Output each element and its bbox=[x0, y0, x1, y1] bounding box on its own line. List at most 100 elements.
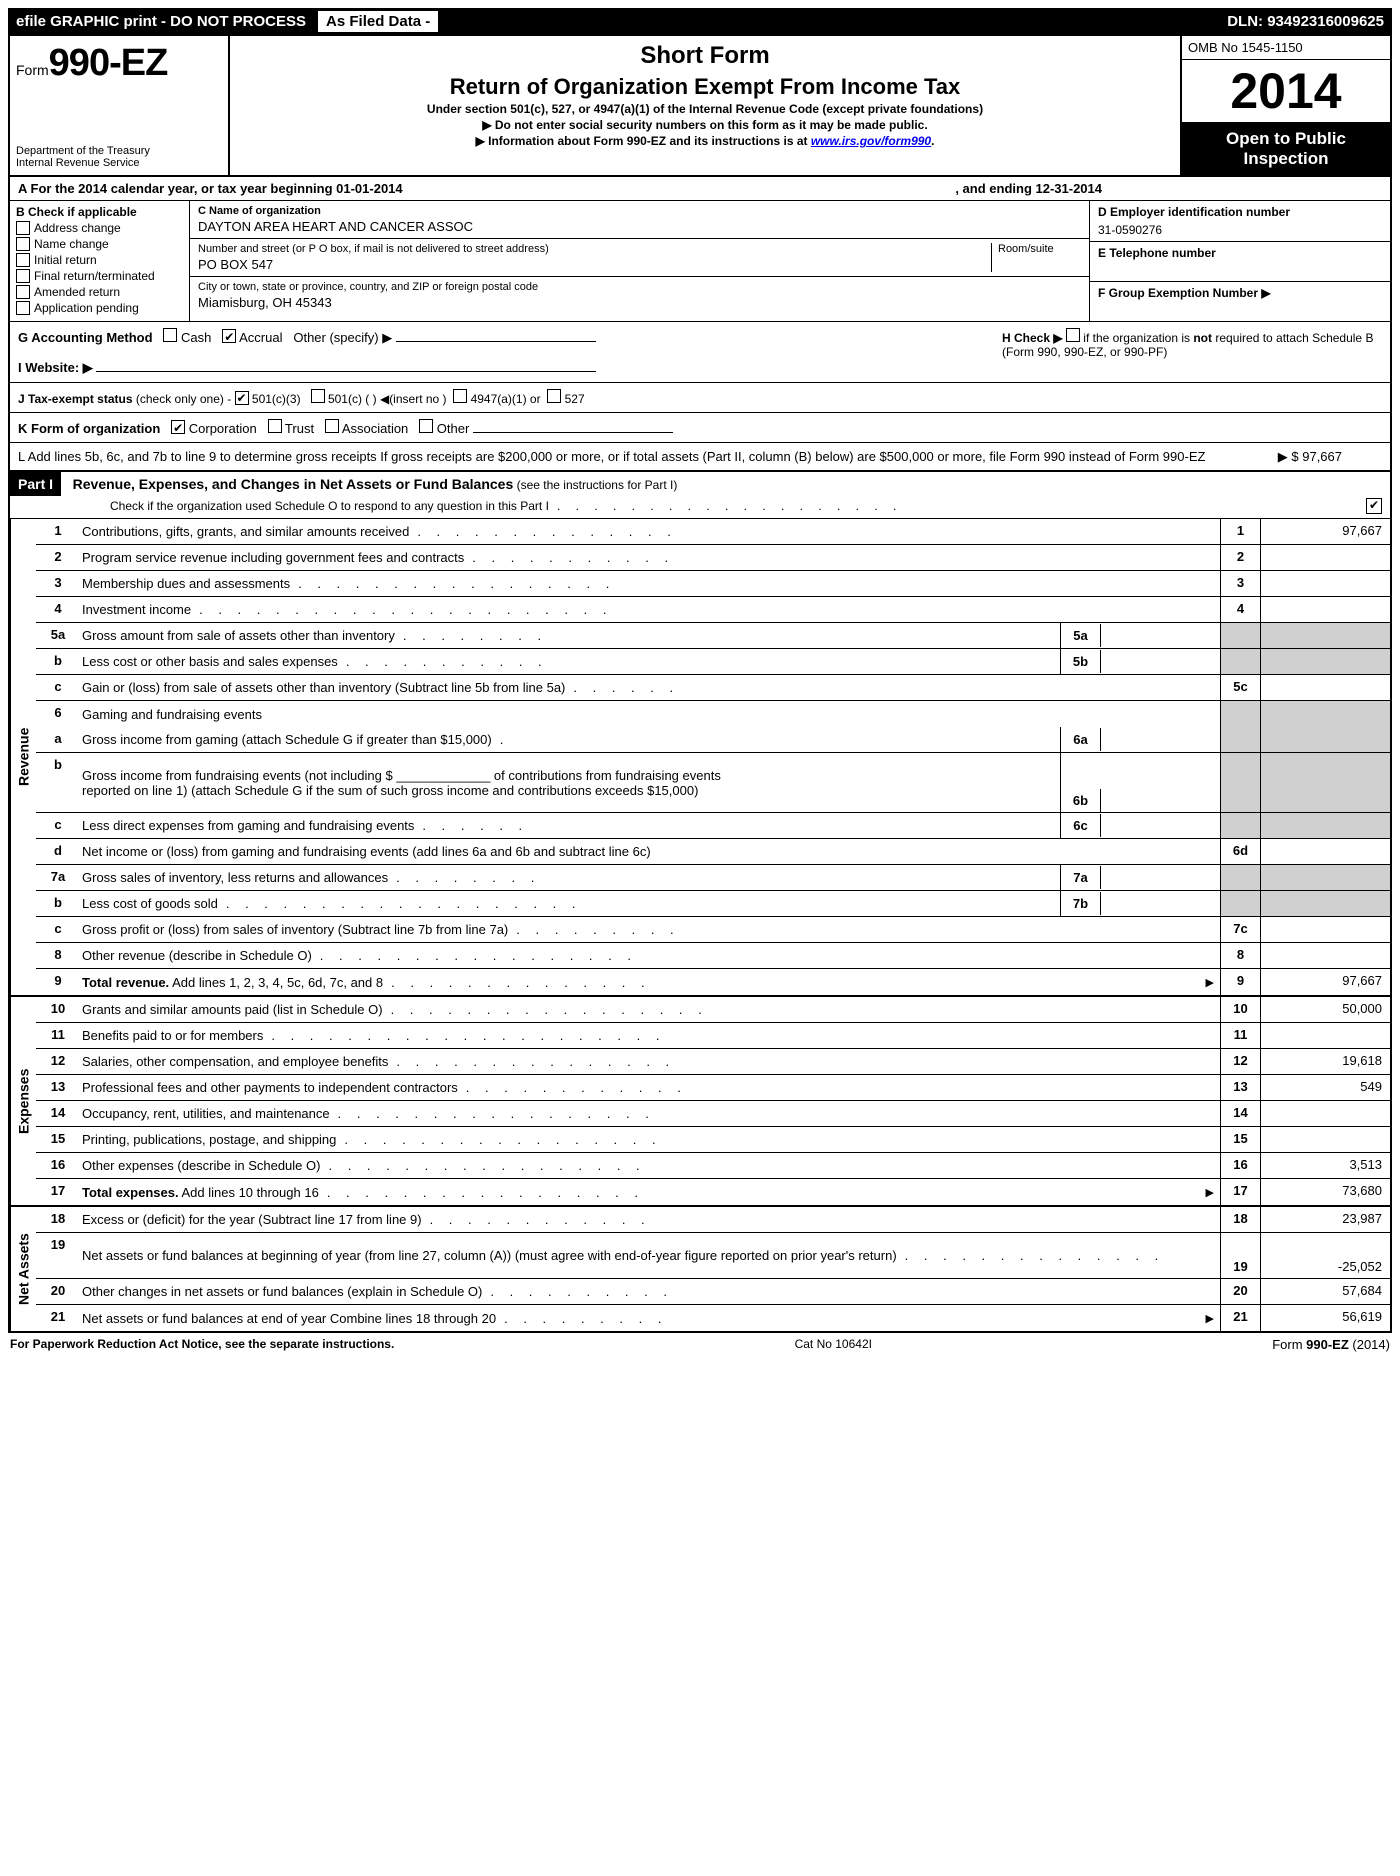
chk-4947[interactable] bbox=[453, 389, 467, 403]
row-a: A For the 2014 calendar year, or tax yea… bbox=[10, 177, 1390, 201]
other-blank bbox=[396, 330, 596, 342]
open2: Inspection bbox=[1186, 149, 1386, 169]
chk-trust[interactable] bbox=[268, 419, 282, 433]
colb-head: B Check if applicable bbox=[16, 205, 183, 219]
line-4: 4Investment income. . . . . . . . . . . … bbox=[36, 597, 1390, 623]
line-12: 12Salaries, other compensation, and empl… bbox=[36, 1049, 1390, 1075]
col-b: B Check if applicable Address change Nam… bbox=[10, 201, 190, 321]
side-netassets: Net Assets bbox=[10, 1207, 36, 1331]
dept1: Department of the Treasury bbox=[16, 145, 222, 157]
line-6b: bGross income from fundraising events (n… bbox=[36, 753, 1390, 813]
expenses-block: Expenses 10Grants and similar amounts pa… bbox=[10, 997, 1390, 1207]
sec-k: K Form of organization Corporation Trust… bbox=[10, 413, 1390, 443]
chk-address-change[interactable]: Address change bbox=[16, 221, 183, 235]
chk-app-pending[interactable]: Application pending bbox=[16, 301, 183, 315]
chk-amended[interactable]: Amended return bbox=[16, 285, 183, 299]
c-lbl: C Name of organization bbox=[198, 205, 321, 217]
header-right: OMB No 1545-1150 2014 Open to Public Ins… bbox=[1180, 36, 1390, 175]
rowa-begin: 01-01-2014 bbox=[336, 181, 403, 196]
sec-j: J Tax-exempt status (check only one) - 5… bbox=[10, 383, 1390, 413]
j-lbl: J Tax-exempt status bbox=[18, 392, 133, 406]
col-d: D Employer identification number 31-0590… bbox=[1090, 201, 1390, 321]
short-form: Short Form bbox=[242, 42, 1168, 70]
line-6c: cLess direct expenses from gaming and fu… bbox=[36, 813, 1390, 839]
cell-org-name: C Name of organization DAYTON AREA HEART… bbox=[190, 201, 1089, 239]
street-lbl: Number and street (or P O box, if mail i… bbox=[198, 243, 991, 255]
note2: ▶ Information about Form 990-EZ and its … bbox=[242, 134, 1168, 148]
revenue-lines: 1Contributions, gifts, grants, and simil… bbox=[36, 519, 1390, 995]
room-lbl: Room/suite bbox=[998, 243, 1081, 255]
col-c: C Name of organization DAYTON AREA HEART… bbox=[190, 201, 1090, 321]
d-lbl: D Employer identification number bbox=[1098, 205, 1290, 219]
line-19: 19Net assets or fund balances at beginni… bbox=[36, 1233, 1390, 1279]
chk-h[interactable] bbox=[1066, 328, 1080, 342]
l-txt: L Add lines 5b, 6c, and 7b to line 9 to … bbox=[18, 449, 1205, 464]
k-o2: Trust bbox=[285, 421, 314, 436]
note2-post: . bbox=[931, 134, 934, 148]
line-17: 17Total expenses. Add lines 10 through 1… bbox=[36, 1179, 1390, 1205]
line-6a: aGross income from gaming (attach Schedu… bbox=[36, 727, 1390, 753]
irs-link[interactable]: www.irs.gov/form990 bbox=[811, 134, 931, 148]
line-3: 3Membership dues and assessments. . . . … bbox=[36, 571, 1390, 597]
open1: Open to Public bbox=[1186, 129, 1386, 149]
line-18: 18Excess or (deficit) for the year (Subt… bbox=[36, 1207, 1390, 1233]
line-5c: cGain or (loss) from sale of assets othe… bbox=[36, 675, 1390, 701]
line-7c: cGross profit or (loss) from sales of in… bbox=[36, 917, 1390, 943]
line-11: 11Benefits paid to or for members. . . .… bbox=[36, 1023, 1390, 1049]
line-2: 2Program service revenue including gover… bbox=[36, 545, 1390, 571]
header-row: Form990-EZ Department of the Treasury In… bbox=[10, 36, 1390, 177]
cash-lbl: Cash bbox=[181, 330, 211, 345]
chk-assoc[interactable] bbox=[325, 419, 339, 433]
cell-ein: D Employer identification number 31-0590… bbox=[1090, 201, 1390, 242]
line-7a: 7aGross sales of inventory, less returns… bbox=[36, 865, 1390, 891]
footer-mid: Cat No 10642I bbox=[795, 1337, 872, 1352]
header-center: Short Form Return of Organization Exempt… bbox=[230, 36, 1180, 175]
chk-schedO[interactable] bbox=[1366, 498, 1382, 514]
netassets-block: Net Assets 18Excess or (deficit) for the… bbox=[10, 1207, 1390, 1331]
sec-g: G Accounting Method Cash Accrual Other (… bbox=[18, 328, 1002, 376]
street-val: PO BOX 547 bbox=[198, 257, 991, 272]
note2-pre: ▶ Information about Form 990-EZ and its … bbox=[476, 134, 811, 148]
h-not: not bbox=[1193, 331, 1212, 345]
ein-val: 31-0590276 bbox=[1098, 223, 1382, 237]
footer: For Paperwork Reduction Act Notice, see … bbox=[8, 1333, 1392, 1356]
line-16: 16Other expenses (describe in Schedule O… bbox=[36, 1153, 1390, 1179]
chk-initial-return[interactable]: Initial return bbox=[16, 253, 183, 267]
other-lbl: Other (specify) ▶ bbox=[293, 330, 392, 345]
k-o1: Corporation bbox=[189, 421, 257, 436]
chk-cash[interactable] bbox=[163, 328, 177, 342]
line-13: 13Professional fees and other payments t… bbox=[36, 1075, 1390, 1101]
line-20: 20Other changes in net assets or fund ba… bbox=[36, 1279, 1390, 1305]
website-blank bbox=[96, 360, 596, 372]
form-subtitle: Under section 501(c), 527, or 4947(a)(1)… bbox=[242, 102, 1168, 116]
header-left: Form990-EZ Department of the Treasury In… bbox=[10, 36, 230, 175]
accrual-lbl: Accrual bbox=[239, 330, 282, 345]
footer-left: For Paperwork Reduction Act Notice, see … bbox=[10, 1337, 394, 1352]
dept2: Internal Revenue Service bbox=[16, 157, 222, 169]
topbar-mid: As Filed Data - bbox=[318, 11, 438, 32]
k-o3: Association bbox=[342, 421, 408, 436]
chk-527[interactable] bbox=[547, 389, 561, 403]
h-txt: if the organization is bbox=[1083, 331, 1193, 345]
g-lbl: G Accounting Method bbox=[18, 330, 153, 345]
chk-name-change[interactable]: Name change bbox=[16, 237, 183, 251]
chk-501c[interactable] bbox=[311, 389, 325, 403]
org-name: DAYTON AREA HEART AND CANCER ASSOC bbox=[198, 219, 1081, 234]
form-number: Form990-EZ bbox=[16, 42, 222, 85]
rowa-pre: A For the 2014 calendar year, or tax yea… bbox=[18, 181, 336, 196]
j-o4: 527 bbox=[565, 392, 585, 406]
line-5a: 5aGross amount from sale of assets other… bbox=[36, 623, 1390, 649]
j-sub: (check only one) - bbox=[136, 392, 231, 406]
form-title: Return of Organization Exempt From Incom… bbox=[242, 74, 1168, 100]
line-8: 8Other revenue (describe in Schedule O).… bbox=[36, 943, 1390, 969]
expenses-lines: 10Grants and similar amounts paid (list … bbox=[36, 997, 1390, 1205]
chk-corp[interactable] bbox=[171, 420, 185, 434]
cell-street: Number and street (or P O box, if mail i… bbox=[190, 239, 1089, 277]
chk-final-return[interactable]: Final return/terminated bbox=[16, 269, 183, 283]
line-1: 1Contributions, gifts, grants, and simil… bbox=[36, 519, 1390, 545]
line-5b: bLess cost or other basis and sales expe… bbox=[36, 649, 1390, 675]
side-expenses: Expenses bbox=[10, 997, 36, 1205]
chk-accrual[interactable] bbox=[222, 329, 236, 343]
chk-other-org[interactable] bbox=[419, 419, 433, 433]
chk-501c3[interactable] bbox=[235, 391, 249, 405]
